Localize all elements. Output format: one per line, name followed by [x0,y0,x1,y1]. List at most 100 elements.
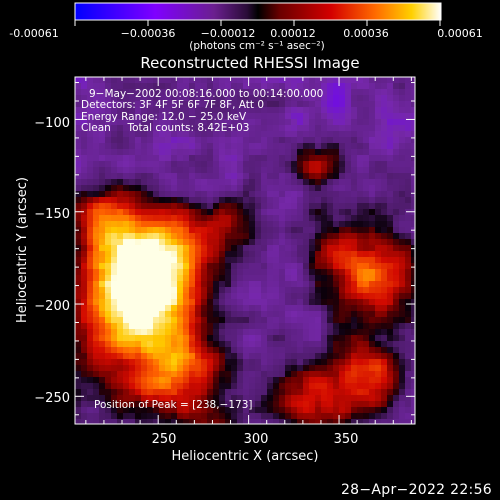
heatmap-cell [285,167,292,174]
heatmap-cell [117,323,124,330]
heatmap-cell [291,371,298,378]
heatmap-cell [237,233,244,240]
heatmap-cell [237,389,244,396]
heatmap-cell [339,401,346,408]
heatmap-cell [129,395,136,402]
heatmap-cell [129,383,136,390]
heatmap-cell [297,359,304,366]
heatmap-cell [411,233,415,240]
heatmap-cell [363,95,370,102]
heatmap-cell [351,359,358,366]
heatmap-cell [237,323,244,330]
heatmap-cell [339,245,346,252]
heatmap-cell [117,119,124,126]
heatmap-cell [351,317,358,324]
heatmap-cell [153,287,160,294]
heatmap-cell [75,191,82,198]
heatmap-cell [369,275,376,282]
heatmap-cell [393,221,400,228]
heatmap-cell [333,83,340,90]
heatmap-cell [393,233,400,240]
heatmap-cell [225,167,232,174]
heatmap-cell [225,191,232,198]
heatmap-cell [363,395,370,402]
heatmap-cell [195,149,202,156]
heatmap-cell [225,341,232,348]
heatmap-cell [93,107,100,114]
heatmap-cell [147,281,154,288]
heatmap-cell [153,317,160,324]
heatmap-cell [243,323,250,330]
heatmap-cell [411,221,415,228]
heatmap-cell [159,323,166,330]
heatmap-cell [303,77,310,84]
heatmap-cell [117,293,124,300]
heatmap-cell [159,407,166,414]
heatmap-cell [249,269,256,276]
heatmap-cell [237,299,244,306]
heatmap-cell [369,347,376,354]
heatmap-cell [321,365,328,372]
heatmap-cell [213,353,220,360]
heatmap-cell [387,407,394,414]
heatmap-cell [279,305,286,312]
heatmap-cell [129,239,136,246]
heatmap-cell [147,161,154,168]
heatmap-cell [249,143,256,150]
heatmap-cell [87,89,94,96]
heatmap-cell [297,89,304,96]
heatmap-cell [147,305,154,312]
heatmap-cell [159,371,166,378]
heatmap-cell [399,407,406,414]
heatmap-cell [141,329,148,336]
heatmap-cell [207,233,214,240]
heatmap-cell [87,359,94,366]
heatmap-cell [351,407,358,414]
heatmap-cell [147,173,154,180]
heatmap-cell [267,167,274,174]
heatmap-cell [189,299,196,306]
heatmap-cell [411,287,415,294]
heatmap-cell [297,395,304,402]
heatmap-cell [105,347,112,354]
heatmap-cell [309,83,316,90]
heatmap-cell [189,221,196,228]
heatmap-cell [399,107,406,114]
heatmap-cell [339,95,346,102]
heatmap-cell [315,377,322,384]
heatmap-cell [135,125,142,132]
heatmap-cell [375,383,382,390]
heatmap-cell [207,353,214,360]
heatmap-cell [399,227,406,234]
heatmap-cell [87,239,94,246]
heatmap-cell [249,419,256,424]
heatmap-cell [375,323,382,330]
heatmap-cell [375,245,382,252]
heatmap-cell [393,101,400,108]
heatmap-cell [255,353,262,360]
heatmap-cell [153,209,160,216]
heatmap-cell [213,323,220,330]
heatmap-cell [237,413,244,420]
heatmap-cell [273,233,280,240]
heatmap-cell [357,371,364,378]
heatmap-cell [207,347,214,354]
heatmap-cell [327,191,334,198]
heatmap-cell [75,161,82,168]
heatmap-cell [117,275,124,282]
heatmap-cell [327,83,334,90]
heatmap-cell [219,245,226,252]
heatmap-cell [183,101,190,108]
heatmap-cell [195,365,202,372]
heatmap-cell [333,113,340,120]
heatmap-cell [111,305,118,312]
heatmap-cell [261,335,268,342]
heatmap-cell [405,245,412,252]
heatmap-cell [225,143,232,150]
heatmap-cell [105,173,112,180]
heatmap-cell [369,317,376,324]
heatmap-cell [363,233,370,240]
heatmap-cell [339,131,346,138]
heatmap-cell [159,311,166,318]
heatmap-cell [249,173,256,180]
